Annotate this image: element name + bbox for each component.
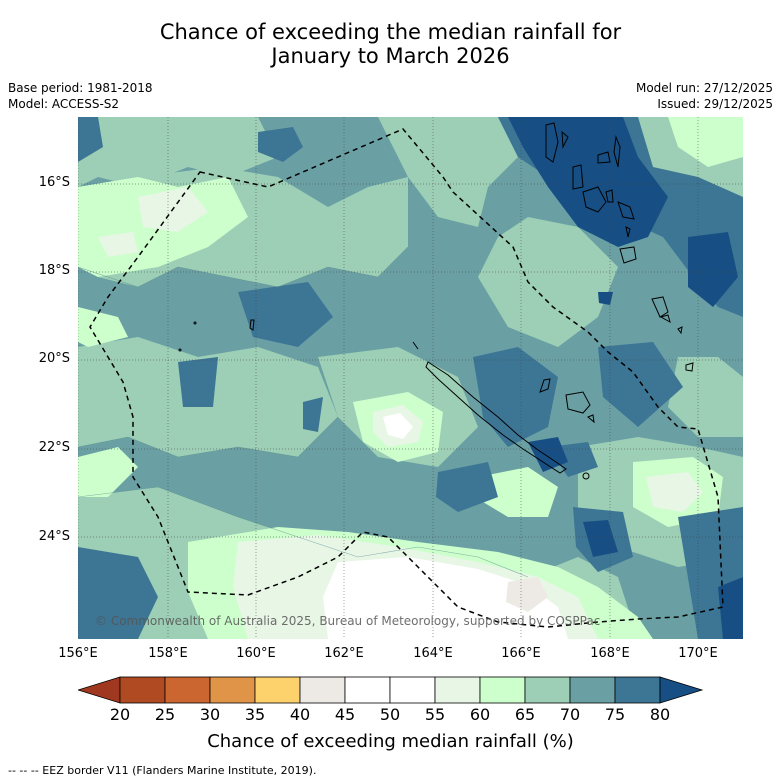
colorbar-cell: [119, 676, 166, 704]
colorbar-cell: [434, 676, 481, 704]
lon-label-156e: 156°E: [58, 646, 98, 661]
colorbar-tick-label: 60: [469, 705, 491, 724]
loyalty-islands: [539, 378, 595, 480]
colorbar-cell: [299, 676, 346, 704]
meta-left: Base period: 1981-2018 Model: ACCESS-S2: [8, 80, 153, 112]
colorbar-cell: [344, 676, 391, 704]
colorbar-cell: [389, 676, 436, 704]
colorbar-cell: [569, 676, 616, 704]
copyright-notice: © Commonwealth of Australia 2025, Bureau…: [95, 614, 601, 628]
rainfall-map: [78, 117, 743, 639]
colorbar-cell: [164, 676, 211, 704]
colorbar-tick-label: 25: [154, 705, 176, 724]
meta-right: Model run: 27/12/2025 Issued: 29/12/2025: [636, 80, 773, 112]
colorbar-tick-label: 70: [559, 705, 581, 724]
model-name: Model: ACCESS-S2: [8, 97, 120, 111]
base-period: Base period: 1981-2018: [8, 81, 153, 95]
colorbar-tick-label: 75: [604, 705, 626, 724]
eez-border: [89, 128, 724, 628]
lon-label-158e: 158°E: [148, 646, 188, 661]
colorbar-tick-label: 80: [649, 705, 671, 724]
lat-label-16s: 16°S: [38, 175, 70, 190]
colorbar: [78, 676, 704, 704]
eez-footnote: -- -- -- EEZ border V11 (Flanders Marine…: [8, 764, 317, 777]
vanuatu-islands: [545, 122, 694, 372]
lon-label-162e: 162°E: [324, 646, 364, 661]
lat-label-18s: 18°S: [38, 263, 70, 278]
colorbar-cell: [209, 676, 256, 704]
colorbar-tick-label: 30: [199, 705, 221, 724]
colorbar-cell: [524, 676, 571, 704]
title-line-1: Chance of exceeding the median rainfall …: [159, 20, 622, 44]
colorbar-extend-high: [659, 676, 704, 704]
colorbar-tick-label: 65: [514, 705, 536, 724]
lat-label-24s: 24°S: [38, 529, 70, 544]
colorbar-cell: [614, 676, 661, 704]
belep-islands: [412, 341, 419, 350]
lat-label-20s: 20°S: [38, 351, 70, 366]
colorbar-tick-label: 55: [424, 705, 446, 724]
new-caledonia-outline: [425, 361, 567, 474]
band-above-80: [508, 117, 743, 639]
lon-label-166e: 166°E: [501, 646, 541, 661]
lon-label-170e: 170°E: [678, 646, 718, 661]
map-svg: [78, 117, 743, 639]
colorbar-tick-label: 40: [289, 705, 311, 724]
colorbar-tick-label: 45: [334, 705, 356, 724]
colorbar-extend-low: [78, 676, 121, 704]
contour-lines: [78, 246, 529, 578]
graticule: [78, 117, 743, 639]
colorbar-tick-label: 50: [379, 705, 401, 724]
colorbar-cell: [479, 676, 526, 704]
issued-date: Issued: 29/12/2025: [657, 97, 773, 111]
lon-label-160e: 160°E: [236, 646, 276, 661]
lon-label-168e: 168°E: [590, 646, 630, 661]
lon-label-164e: 164°E: [413, 646, 453, 661]
title-line-2: January to March 2026: [271, 44, 510, 68]
band-40-45: [506, 577, 548, 612]
model-run: Model run: 27/12/2025: [635, 81, 773, 95]
colorbar-tick-label: 35: [244, 705, 266, 724]
lat-label-22s: 22°S: [38, 440, 70, 455]
band-45-55: [323, 413, 568, 639]
map-title: Chance of exceeding the median rainfall …: [0, 20, 781, 68]
colorbar-tick-label: 20: [109, 705, 131, 724]
colorbar-title: Chance of exceeding median rainfall (%): [207, 731, 574, 752]
small-islands: [178, 319, 255, 352]
colorbar-cells: [78, 676, 704, 704]
colorbar-cell: [254, 676, 301, 704]
